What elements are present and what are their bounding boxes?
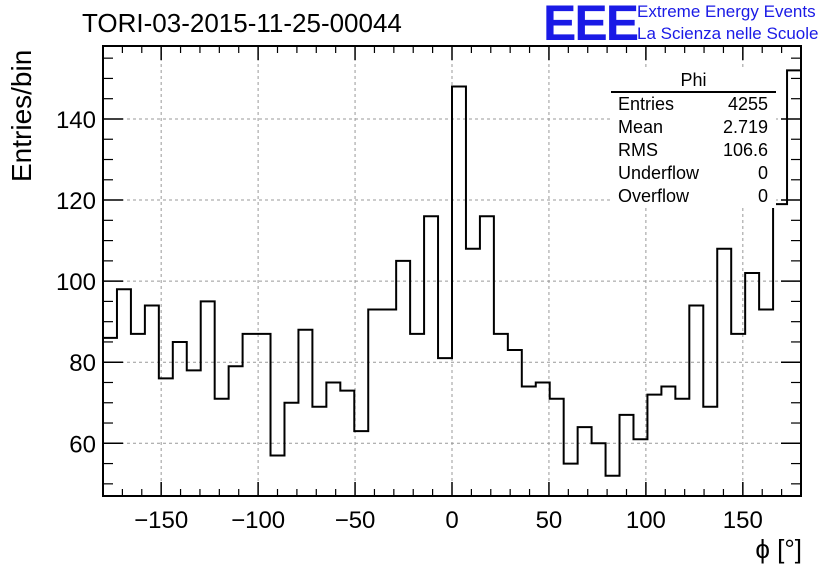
stats-box: Phi Entries 4255 Mean 2.719 RMS 106.6 Un… [611,70,776,208]
stats-value: 0 [757,163,768,183]
x-tick-label: −50 [335,507,376,534]
stats-row-underflow: Underflow 0 [611,162,776,185]
axis-tick-labels: −150 −100 −50 0 50 100 150 60 80 100 120 140 [56,107,763,534]
x-axis-label: ϕ [°] [755,534,802,564]
stats-row-entries: Entries 4255 [611,93,776,116]
eee-logo: EEE [543,0,639,51]
stats-label: Mean [618,117,664,137]
chart-title: TORI-03-2015-11-25-00044 [82,8,402,38]
x-tick-label: 100 [626,507,666,534]
y-tick-label: 100 [56,269,96,296]
logo-line-1: Extreme Energy Events [637,2,816,21]
stats-value: 106.6 [722,140,768,160]
stats-value: 4255 [727,94,768,114]
x-tick-label: 150 [723,507,763,534]
y-tick-label: 60 [69,431,96,458]
stats-row-overflow: Overflow 0 [611,185,776,208]
stats-box-title: Phi [611,70,776,93]
axis-ticks [102,46,802,496]
plot-frame [102,45,802,497]
x-tick-label: 50 [536,507,563,534]
stats-row-mean: Mean 2.719 [611,116,776,139]
stats-label: Underflow [618,163,700,183]
histogram-step-line [103,69,801,477]
x-tick-label: 0 [445,507,458,534]
logo-line-2: La Scienza nelle Scuole [637,24,819,43]
stats-label: Entries [618,94,675,114]
stats-value: 0 [757,186,768,206]
y-tick-label: 140 [56,107,96,134]
stats-row-rms: RMS 106.6 [611,139,776,162]
stats-label: Overflow [618,186,690,206]
y-tick-label: 80 [69,350,96,377]
y-tick-label: 120 [56,188,96,215]
x-tick-label: −150 [134,507,188,534]
stats-label: RMS [618,140,658,160]
y-axis-label: Entries/bin [6,49,37,182]
stats-value: 2.719 [722,117,768,137]
x-tick-label: −100 [231,507,285,534]
